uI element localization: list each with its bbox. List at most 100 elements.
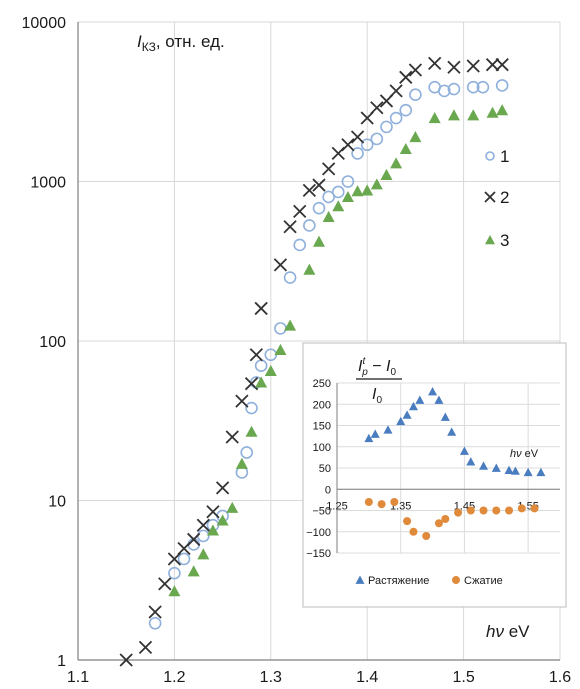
inset-frame bbox=[302, 342, 567, 608]
series-2-point bbox=[293, 204, 307, 218]
series-1-point bbox=[283, 271, 297, 284]
series-3-point bbox=[284, 319, 297, 331]
inset-point-compress bbox=[492, 506, 501, 515]
formula-minus: − bbox=[368, 358, 386, 375]
series-3-point bbox=[187, 565, 200, 577]
inset-y-tick-label: 100 bbox=[313, 442, 331, 454]
inset-legend-marker-compress bbox=[452, 576, 460, 584]
series-3-markers bbox=[168, 104, 509, 597]
inset-point-compress bbox=[403, 517, 412, 526]
series-3-point bbox=[255, 376, 268, 388]
inset-point-compress bbox=[434, 519, 443, 528]
inset-x-axis-label-symbol: hν bbox=[510, 448, 522, 460]
inset-legend: Растяжение Сжатие bbox=[355, 575, 503, 587]
formula-denominator-subscript: 0 bbox=[376, 395, 382, 406]
series-3-point bbox=[168, 585, 181, 597]
inset-point-stretch bbox=[402, 410, 412, 419]
inset-series-stretch-markers bbox=[364, 387, 546, 477]
series-3-point bbox=[313, 235, 325, 247]
main-x-tick-label: 1.1 bbox=[67, 669, 89, 686]
main-y-tick-label: 10 bbox=[48, 494, 66, 511]
inset-x-axis-label: hν eV bbox=[510, 448, 539, 460]
inset-y-tick-label: 50 bbox=[319, 463, 331, 475]
series-2-point bbox=[167, 552, 182, 566]
inset-point-stretch bbox=[447, 427, 457, 436]
main-grid bbox=[77, 21, 561, 661]
inset-point-compress bbox=[466, 506, 475, 515]
inset-point-compress bbox=[377, 500, 386, 509]
series-3-point bbox=[390, 157, 403, 169]
series-2-point bbox=[495, 58, 509, 72]
svg-text:hν eV: hν eV bbox=[486, 622, 530, 641]
inset-y-tick-label: −150 bbox=[306, 548, 331, 560]
inset-data-points bbox=[364, 387, 546, 540]
series-3-point bbox=[226, 501, 239, 513]
series-2-point bbox=[341, 138, 355, 152]
inset-point-compress bbox=[409, 527, 418, 536]
legend-item-1: 1 bbox=[485, 147, 509, 166]
inset-point-compress bbox=[505, 506, 514, 515]
series-1-point bbox=[447, 82, 461, 96]
inset-point-stretch bbox=[479, 461, 489, 470]
series-2-point bbox=[370, 101, 384, 115]
series-3-point bbox=[361, 184, 374, 196]
series-2-markers bbox=[119, 56, 509, 667]
y-axis-label-subscript: КЗ bbox=[142, 40, 156, 54]
legend-label-2: 2 bbox=[500, 188, 509, 207]
series-2-point bbox=[235, 394, 249, 408]
legend-marker-2 bbox=[484, 191, 496, 203]
series-1-point bbox=[168, 566, 181, 580]
series-2-point bbox=[225, 430, 239, 444]
svg-text:Itp − I0: It p − I0 bbox=[358, 356, 396, 378]
series-2-point bbox=[244, 377, 259, 391]
series-1-point bbox=[177, 552, 191, 566]
series-1-point bbox=[274, 322, 287, 335]
formula-denominator-main: I bbox=[372, 386, 377, 403]
series-3-point bbox=[341, 190, 354, 203]
series-2-point bbox=[466, 59, 480, 73]
inset-point-compress bbox=[530, 504, 539, 513]
inset-point-stretch bbox=[408, 401, 418, 411]
inset-point-compress bbox=[390, 498, 399, 506]
y-axis-label: IКЗ, отн. ед. bbox=[137, 32, 225, 54]
series-2-point bbox=[447, 60, 461, 74]
inset-point-stretch bbox=[466, 457, 476, 466]
series-1-point bbox=[312, 201, 326, 215]
inset-point-compress bbox=[454, 508, 463, 517]
series-1-point bbox=[399, 103, 413, 117]
main-x-tick-label: 1.6 bbox=[549, 669, 571, 686]
inset-y-formula: It p − I0 I0 bbox=[356, 356, 402, 406]
main-data-points bbox=[119, 56, 509, 667]
x-axis-label: hν eV bbox=[486, 622, 530, 641]
series-3-point bbox=[322, 210, 335, 222]
series-3-point bbox=[206, 524, 219, 536]
series-1-point bbox=[197, 529, 210, 543]
legend-label-3: 3 bbox=[500, 231, 509, 250]
formula-i0-subscript: 0 bbox=[390, 367, 396, 378]
series-3-point bbox=[303, 263, 316, 275]
series-1-point bbox=[495, 79, 509, 92]
inset-point-stretch bbox=[434, 395, 444, 404]
series-3-point bbox=[447, 109, 460, 121]
series-2-point bbox=[273, 258, 288, 272]
series-2-point bbox=[322, 162, 336, 176]
inset-point-stretch bbox=[459, 446, 469, 455]
inset-legend-label-compress: Сжатие bbox=[464, 575, 503, 587]
series-2-point bbox=[428, 56, 442, 71]
series-2-point bbox=[158, 577, 172, 591]
main-legend: 1 2 3 bbox=[484, 147, 509, 250]
series-2-point bbox=[249, 348, 263, 362]
series-2-point bbox=[254, 301, 268, 316]
series-3-point bbox=[235, 457, 248, 469]
inset-legend-item-stretch: Растяжение bbox=[355, 575, 429, 587]
series-1-point bbox=[389, 111, 403, 125]
series-3-point bbox=[197, 548, 210, 560]
series-3-point bbox=[486, 106, 499, 118]
inset-y-tick-label: −50 bbox=[312, 506, 331, 518]
series-2-point bbox=[119, 653, 133, 667]
series-3-point bbox=[467, 109, 480, 121]
main-y-tick-label: 1 bbox=[57, 653, 66, 670]
series-2-point bbox=[399, 70, 413, 84]
